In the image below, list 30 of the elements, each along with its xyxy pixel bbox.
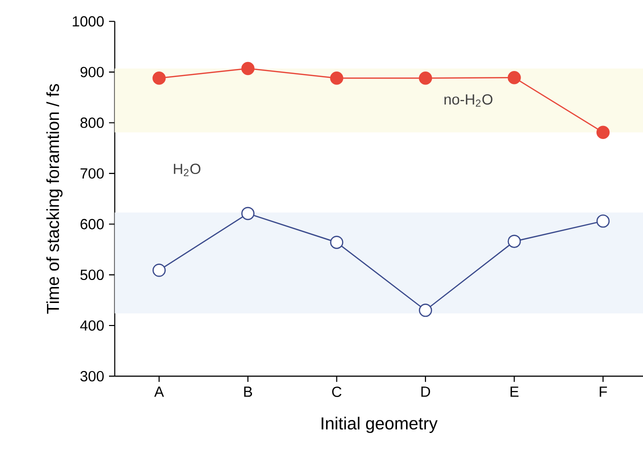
point bbox=[241, 207, 255, 220]
point bbox=[152, 264, 166, 278]
y-tick-label: 700 bbox=[80, 168, 104, 179]
y-tick-label: 500 bbox=[80, 270, 104, 280]
point bbox=[152, 72, 166, 85]
x-axis-title: Initial geometry bbox=[322, 417, 438, 434]
x-tick-label: D bbox=[421, 386, 430, 397]
band-label: no-H$_{2}$O bbox=[444, 94, 492, 107]
point bbox=[330, 236, 344, 250]
x-tick-label: C bbox=[332, 386, 342, 398]
x-tick-label: A bbox=[154, 386, 164, 397]
y-tick-label: 800 bbox=[80, 118, 104, 128]
y-tick-label: 400 bbox=[80, 320, 104, 331]
y-tick-label: 300 bbox=[80, 371, 104, 382]
point bbox=[241, 62, 255, 76]
point bbox=[596, 126, 610, 140]
point bbox=[418, 304, 432, 318]
y-tick-label: 900 bbox=[80, 67, 104, 78]
y-tick-label: 600 bbox=[80, 219, 104, 230]
point bbox=[418, 72, 432, 85]
y-tick-label: 1000 bbox=[72, 16, 104, 27]
band-label: H$_{2}$O bbox=[174, 164, 200, 176]
point bbox=[330, 72, 344, 85]
point bbox=[508, 71, 521, 84]
x-tick-label: E bbox=[510, 386, 519, 397]
x-tick-label: B bbox=[244, 386, 252, 397]
y-axis-title: Time of stacking foramtion / fs bbox=[46, 84, 63, 314]
point bbox=[508, 234, 521, 248]
x-tick-label: F bbox=[600, 386, 607, 397]
point bbox=[596, 214, 610, 228]
